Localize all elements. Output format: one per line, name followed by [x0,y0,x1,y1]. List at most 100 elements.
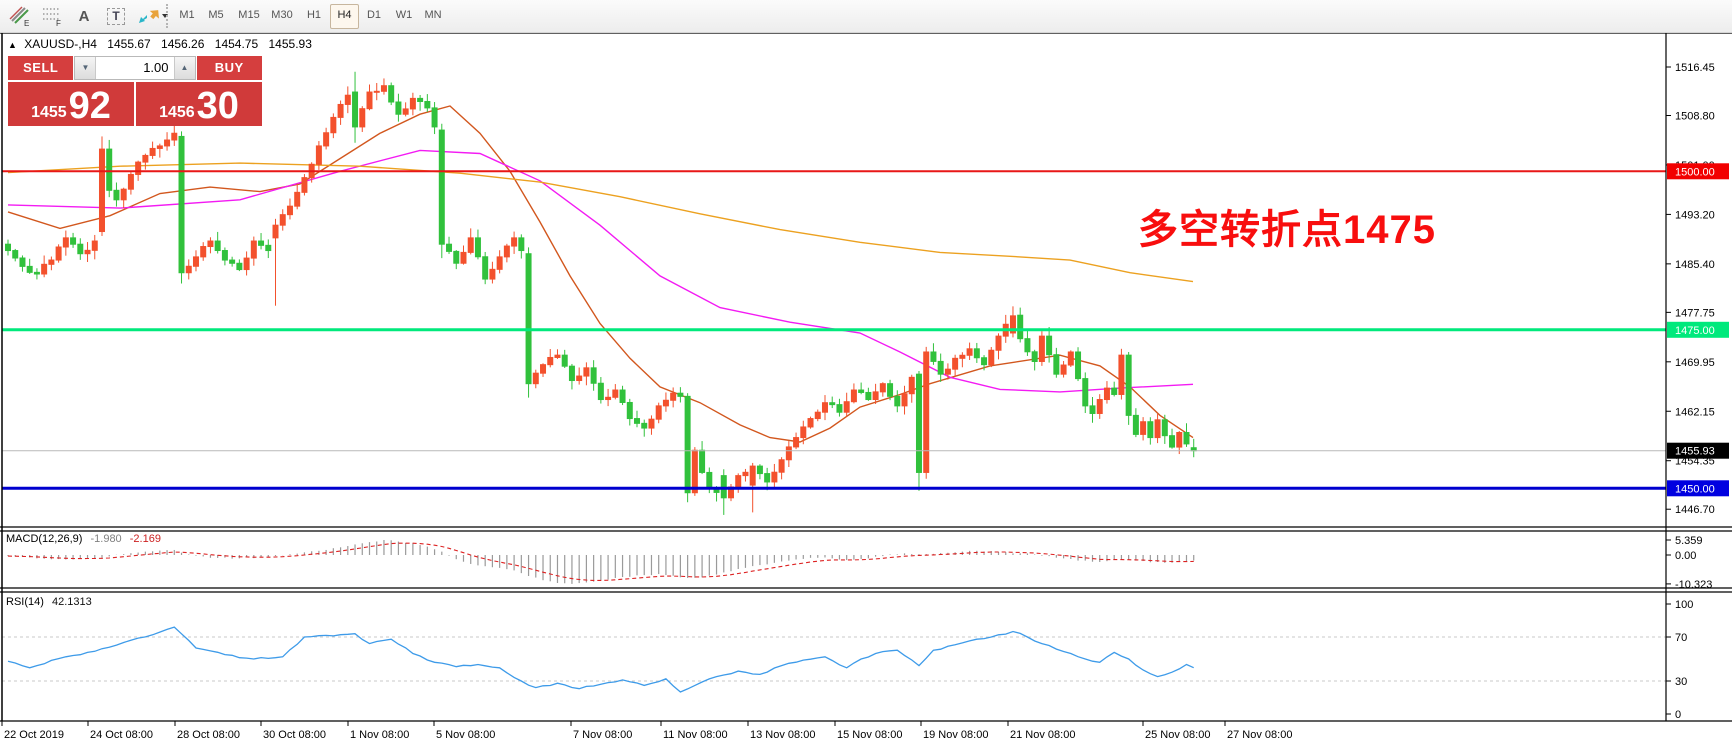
candle-body [778,459,785,473]
candle-body [366,91,373,110]
candle-body [923,351,930,473]
macd-label: MACD(12,26,9) [6,533,83,545]
rsi-pane-header: RSI(14) 42.1313 [6,596,97,608]
candle-body [482,256,489,280]
candle-body [258,240,265,246]
candle-body [380,85,387,92]
tf-button-w1[interactable]: W1 [395,9,413,21]
candle-body [352,91,359,128]
bid-price-pips: 92 [68,85,111,127]
candle-body [771,471,778,483]
time-axis-label: 27 Nov 08:00 [1227,729,1292,741]
time-axis-label: 11 Nov 08:00 [663,729,728,741]
candle-body [1075,351,1082,380]
candle-body [612,389,619,398]
bid-price-tile[interactable]: 1455 92 [8,82,134,126]
text-label-tool-button[interactable]: A [70,3,98,29]
tf-button-h1[interactable]: H1 [306,9,322,21]
candle-body [626,401,633,420]
candle-body [359,108,366,128]
candle-body [677,392,684,397]
candle-body [583,367,590,377]
rsi-value: 42.1313 [51,596,92,608]
candle-body [829,402,836,406]
candle-body [532,372,539,385]
candle-body [301,177,308,193]
time-axis-label: 19 Nov 08:00 [923,729,988,741]
candle-body [1161,419,1168,437]
candle-body [185,265,192,274]
tf-button-m30[interactable]: M30 [271,9,293,21]
candle-body [525,253,532,385]
candle-body [981,357,988,366]
candle-body [192,256,199,267]
svg-text:E: E [24,19,29,27]
candle-body [1060,364,1067,375]
candle-body [91,240,98,251]
candle-body [662,399,669,407]
tf-button-m15[interactable]: M15 [238,9,260,21]
candle-body [901,393,908,407]
tf-button-mn[interactable]: MN [424,9,442,21]
tf-button-m1[interactable]: M1 [179,9,195,21]
volume-input[interactable]: 1.00 [143,60,169,75]
collapse-panel-icon[interactable]: ▲ [8,40,17,50]
candle-body [1118,354,1125,395]
price-axis-label: 1454.35 [1675,456,1715,468]
candle-body [872,391,879,401]
time-axis-label: 1 Nov 08:00 [350,729,409,741]
candle-body [1169,435,1176,448]
candle-body [1125,354,1132,416]
candle-body [438,129,445,245]
candle-body [843,401,850,413]
candle-body [70,237,77,245]
candle-body [402,108,409,115]
ma-fast-line [7,105,1194,443]
candle-body [699,449,706,473]
candle-body [836,404,843,413]
grid-icon: F [43,8,61,27]
arrows-icon [139,10,168,23]
candle-body [959,354,966,359]
candle-body [1147,421,1154,439]
buy-button[interactable]: BUY [196,56,262,80]
candle-body [135,161,142,175]
tf-button-h4-active[interactable]: H4 [330,4,359,29]
candle-body [1154,419,1161,439]
price-badge-1500.00 [1667,163,1729,180]
sell-button[interactable]: SELL [8,56,74,80]
candle-body [908,376,915,395]
ma-slow-line [7,162,1194,283]
volume-decrease-button[interactable]: ▼ [75,57,97,79]
candle-body [207,240,214,248]
candle-body [1089,405,1096,414]
time-axis-label: 15 Nov 08:00 [837,729,902,741]
candle-body [973,348,980,359]
candle-body [395,101,402,115]
high-value: 1456.26 [161,37,205,51]
candle-body [1053,354,1060,375]
grid-tool-button[interactable]: F [38,3,66,29]
toolbar-separator [166,4,171,28]
tf-button-m5[interactable]: M5 [208,9,224,21]
candle-body [84,249,91,255]
candle-body [1067,351,1074,366]
volume-increase-button[interactable]: ▲ [173,57,195,79]
price-axis-label: 1493.20 [1675,209,1715,221]
candle-body [865,391,872,401]
text-box-icon: T [107,7,125,25]
symbol-timeframe-label: XAUUSD-,H4 [24,37,97,51]
time-axis-label: 21 Nov 08:00 [1010,729,1075,741]
tf-button-d1[interactable]: D1 [366,9,382,21]
candle-body [142,154,149,163]
open-value: 1455.67 [107,37,151,51]
ask-price-tile[interactable]: 1456 30 [136,82,262,126]
candle-body [214,240,221,252]
text-box-tool-button[interactable]: T [102,3,130,29]
candle-body [12,250,19,259]
indicators-tool-button[interactable]: E [6,3,34,29]
time-axis-label: 5 Nov 08:00 [436,729,495,741]
candle-body [966,348,973,356]
candle-body [503,245,510,258]
